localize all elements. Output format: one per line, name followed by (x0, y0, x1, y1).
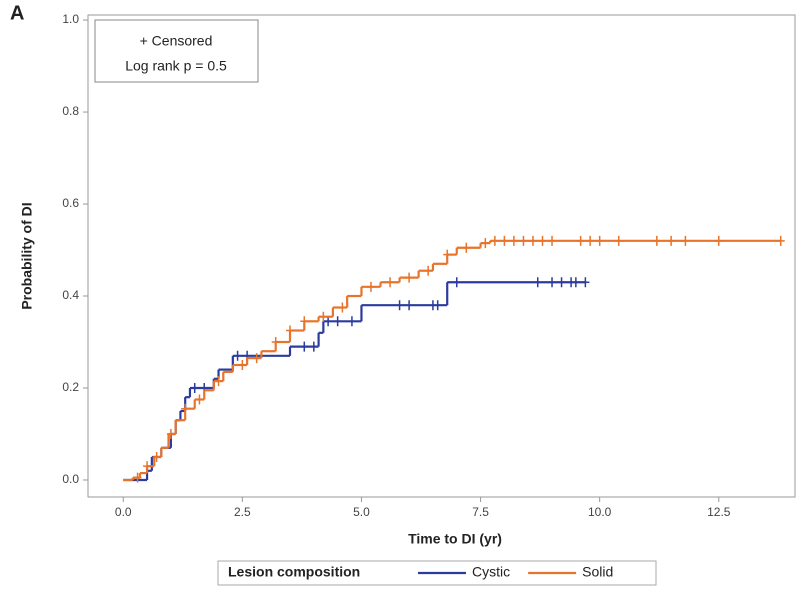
censor-mark (190, 382, 199, 393)
censor-mark (152, 451, 161, 462)
y-tick-label: 0.6 (62, 196, 79, 210)
censor-mark (481, 238, 490, 249)
censor-mark (214, 376, 223, 387)
censor-mark (452, 277, 461, 288)
censor-mark (576, 235, 585, 246)
censor-mark (490, 235, 499, 246)
censor-mark (548, 277, 557, 288)
plot-frame (87, 14, 796, 498)
censor-mark (347, 316, 356, 327)
censor-mark (233, 350, 242, 361)
censor-mark (133, 472, 142, 483)
censor-mark (405, 272, 414, 283)
censor-mark (462, 242, 471, 253)
censor-mark (252, 353, 261, 364)
censor-mark (309, 341, 318, 352)
censor-mark (500, 235, 509, 246)
censor-mark (581, 277, 590, 288)
censor-mark (405, 300, 414, 311)
censor-mark (681, 235, 690, 246)
km-curve (123, 277, 590, 482)
censor-mark (395, 300, 404, 311)
censor-mark (143, 461, 152, 472)
x-tick-label: 0.0 (115, 505, 132, 519)
censor-mark (366, 281, 375, 292)
censor-mark (271, 337, 280, 348)
legend-label: Cystic (472, 564, 510, 580)
censor-mark (557, 277, 566, 288)
censor-mark (533, 277, 542, 288)
censor-mark (333, 316, 342, 327)
censor-mark (238, 360, 247, 371)
censor-mark (319, 311, 328, 322)
censor-mark (443, 249, 452, 260)
censor-mark (595, 235, 604, 246)
panel-label: A (10, 2, 24, 24)
legend-label: Solid (582, 564, 613, 580)
censor-mark (714, 235, 723, 246)
censor-mark (166, 428, 175, 439)
x-tick-label: 10.0 (588, 505, 612, 519)
censor-mark (300, 316, 309, 327)
censor-mark (324, 316, 333, 327)
censor-mark (528, 235, 537, 246)
censor-mark (667, 235, 676, 246)
censor-mark (509, 235, 518, 246)
annotation: Log rank p = 0.5 (125, 58, 227, 74)
censor-mark (548, 235, 557, 246)
censor-mark (286, 325, 294, 336)
censor-mark (424, 265, 433, 276)
censor-mark (181, 403, 190, 414)
censor-mark (614, 235, 623, 246)
y-tick-label: 0.2 (62, 380, 79, 394)
censor-mark (586, 235, 595, 246)
annotation-box (94, 19, 259, 83)
censor-mark (652, 235, 661, 246)
x-tick-label: 12.5 (707, 505, 731, 519)
x-axis-label: Time to DI (yr) (408, 531, 502, 547)
y-tick-label: 0.0 (62, 472, 79, 486)
annotation: + Censored (140, 33, 213, 49)
y-axis-label: Probability of DI (19, 202, 35, 309)
censor-mark (433, 300, 442, 311)
x-tick-label: 7.5 (472, 505, 489, 519)
y-tick-label: 1.0 (62, 12, 79, 26)
y-tick-label: 0.4 (62, 288, 79, 302)
censor-mark (195, 394, 204, 405)
censor-mark (538, 235, 547, 246)
x-tick-label: 5.0 (353, 505, 370, 519)
censor-mark (776, 235, 785, 246)
km-curve (123, 235, 785, 483)
legend-title: Lesion composition (228, 564, 360, 580)
censor-mark (338, 302, 347, 313)
y-tick-label: 0.8 (62, 104, 79, 118)
censor-mark (519, 235, 528, 246)
x-tick-label: 2.5 (234, 505, 251, 519)
censor-mark (386, 277, 395, 288)
censor-mark (571, 277, 580, 288)
censor-mark (300, 341, 309, 352)
